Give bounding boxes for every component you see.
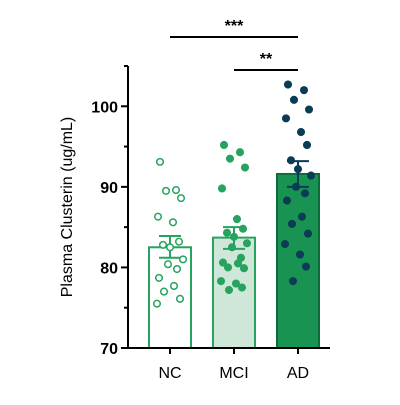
- data-point-mci: [227, 243, 237, 252]
- data-point-nc: [178, 255, 188, 264]
- data-point-nc: [152, 299, 162, 308]
- data-point-ad: [281, 114, 291, 123]
- points-layer: [152, 80, 316, 308]
- y-tick-label: 70: [100, 341, 118, 358]
- data-point-ad: [286, 156, 296, 165]
- x-tick-label-ad: AD: [287, 365, 309, 382]
- data-point-ad: [289, 95, 299, 104]
- data-point-nc: [161, 186, 171, 195]
- data-point-nc: [155, 157, 165, 166]
- data-point-ad: [291, 182, 301, 191]
- data-point-mci: [232, 215, 242, 224]
- x-tick-label-nc: NC: [158, 365, 181, 382]
- data-point-mci: [219, 140, 229, 150]
- data-point-ad: [287, 219, 297, 228]
- data-point-ad: [297, 212, 307, 221]
- data-point-mci: [240, 163, 250, 172]
- data-point-ad: [303, 229, 313, 238]
- data-point-ad: [288, 277, 298, 286]
- x-tick-label-mci: MCI: [219, 365, 248, 382]
- y-tick-label: 100: [91, 99, 118, 116]
- data-point-ad: [293, 165, 303, 174]
- significance-layer: *****: [170, 18, 298, 71]
- bar-mci: [212, 236, 256, 349]
- data-point-ad: [300, 189, 310, 198]
- data-point-mci: [216, 277, 226, 286]
- data-point-nc: [169, 281, 179, 291]
- data-point-nc: [168, 218, 178, 227]
- data-point-nc: [171, 186, 181, 195]
- data-point-nc: [159, 287, 169, 296]
- significance-label: **: [260, 51, 273, 68]
- data-point-nc: [175, 294, 185, 303]
- y-tick-label: 90: [100, 180, 118, 197]
- data-point-ad: [306, 171, 316, 180]
- data-point-mci: [238, 224, 248, 233]
- data-point-ad: [280, 240, 290, 249]
- data-point-mci: [237, 283, 247, 292]
- data-point-ad: [282, 196, 292, 205]
- axes-layer: NC MCI AD 70 80 90 100 Plasma Clusterin (ug/mL): [59, 65, 330, 382]
- data-point-nc: [172, 264, 182, 274]
- data-point-mci: [222, 228, 232, 237]
- data-point-mci: [231, 279, 241, 288]
- data-point-ad: [304, 105, 314, 114]
- data-point-ad: [302, 140, 312, 150]
- data-point-mci: [242, 239, 252, 248]
- data-point-nc: [176, 194, 186, 203]
- y-axis-title: Plasma Clusterin (ug/mL): [59, 117, 76, 298]
- data-point-ad: [296, 128, 306, 137]
- data-point-ad: [299, 86, 309, 95]
- data-point-nc: [165, 243, 175, 252]
- data-point-nc: [154, 273, 164, 282]
- data-point-nc: [153, 212, 163, 221]
- data-point-mci: [223, 263, 233, 272]
- y-tick-label: 80: [100, 260, 118, 277]
- data-point-mci: [225, 154, 235, 163]
- data-point-nc: [174, 237, 184, 246]
- data-point-mci: [224, 285, 234, 295]
- data-point-mci: [218, 258, 228, 267]
- data-point-mci: [233, 259, 243, 268]
- data-point-mci: [235, 148, 245, 157]
- data-point-mci: [217, 184, 227, 193]
- data-point-nc: [158, 240, 168, 249]
- data-point-ad: [283, 80, 293, 89]
- data-point-ad: [301, 262, 311, 271]
- data-point-nc: [163, 260, 173, 269]
- data-point-mci: [229, 232, 239, 241]
- bars-layer: [148, 172, 320, 350]
- significance-label: ***: [225, 18, 244, 35]
- data-point-mci: [239, 264, 249, 273]
- data-point-ad: [295, 250, 305, 259]
